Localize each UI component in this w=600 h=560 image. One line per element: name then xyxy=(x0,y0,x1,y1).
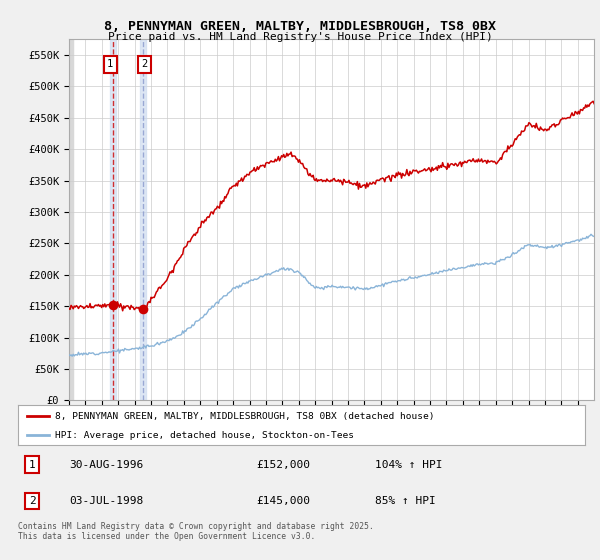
Text: Contains HM Land Registry data © Crown copyright and database right 2025.
This d: Contains HM Land Registry data © Crown c… xyxy=(18,522,374,542)
Text: 104% ↑ HPI: 104% ↑ HPI xyxy=(375,460,443,470)
Bar xyxy=(140,39,146,400)
Text: 8, PENNYMAN GREEN, MALTBY, MIDDLESBROUGH, TS8 0BX (detached house): 8, PENNYMAN GREEN, MALTBY, MIDDLESBROUGH… xyxy=(55,412,434,421)
Text: 85% ↑ HPI: 85% ↑ HPI xyxy=(375,496,436,506)
Text: 2: 2 xyxy=(29,496,35,506)
Text: Price paid vs. HM Land Registry's House Price Index (HPI): Price paid vs. HM Land Registry's House … xyxy=(107,32,493,43)
Text: 30-AUG-1996: 30-AUG-1996 xyxy=(69,460,143,470)
Text: HPI: Average price, detached house, Stockton-on-Tees: HPI: Average price, detached house, Stoc… xyxy=(55,431,354,440)
Text: 03-JUL-1998: 03-JUL-1998 xyxy=(69,496,143,506)
Bar xyxy=(110,39,116,400)
Text: 8, PENNYMAN GREEN, MALTBY, MIDDLESBROUGH, TS8 0BX: 8, PENNYMAN GREEN, MALTBY, MIDDLESBROUGH… xyxy=(104,20,496,32)
Text: 1: 1 xyxy=(107,59,113,69)
Text: 1: 1 xyxy=(29,460,35,470)
Text: £145,000: £145,000 xyxy=(256,496,310,506)
Bar xyxy=(69,39,74,400)
Text: £152,000: £152,000 xyxy=(256,460,310,470)
Text: 2: 2 xyxy=(142,59,148,69)
